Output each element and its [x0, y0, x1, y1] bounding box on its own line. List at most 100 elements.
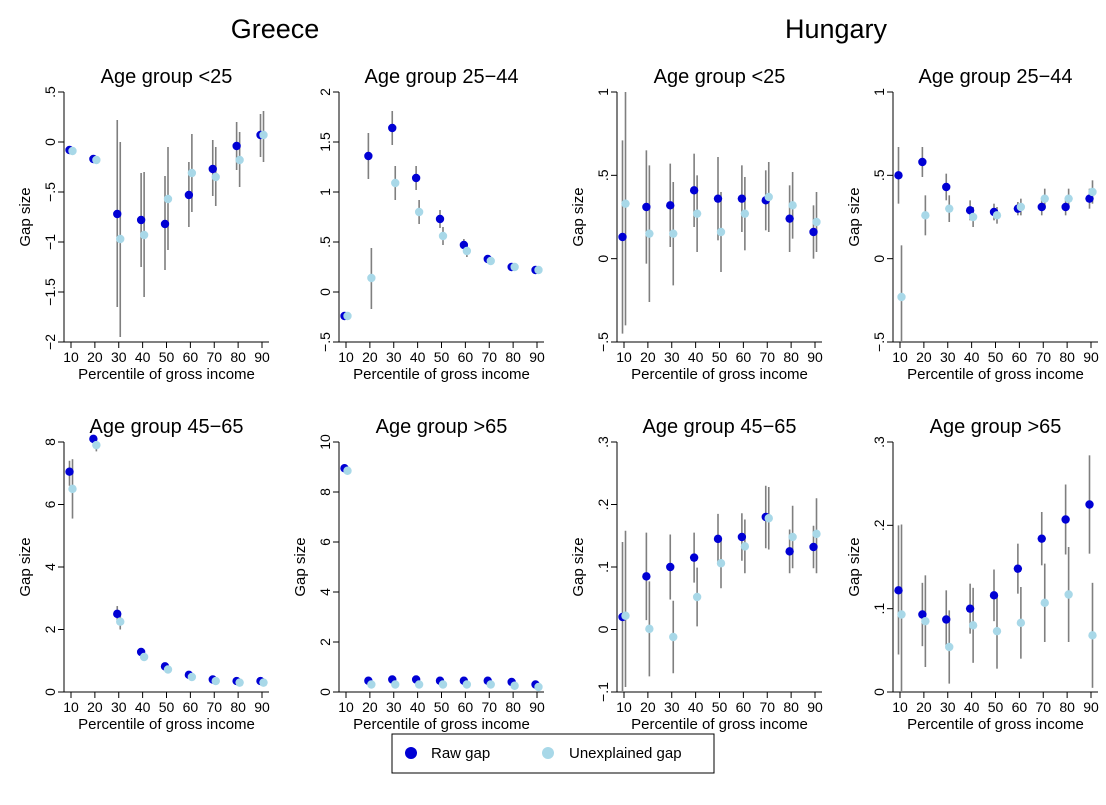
x-tick-label: 50 — [712, 699, 728, 715]
x-tick-label: 60 — [458, 349, 474, 365]
panel-4: Age group 45−65 0 2 4 6 8 Gap size 10 20 30 40 50 60… — [17, 416, 270, 733]
point-unexplained — [92, 440, 101, 450]
panel-2: Age group <25 −.5 0 .5 1 Gap size 10 20 30 40 50 60… — [570, 66, 823, 383]
point-raw — [1037, 534, 1046, 543]
point-raw — [918, 157, 927, 167]
point-unexplained — [68, 146, 77, 156]
x-tick-label: 40 — [964, 349, 980, 365]
point-unexplained — [68, 484, 77, 494]
x-tick-label: 20 — [640, 699, 656, 715]
x-tick-label: 40 — [410, 349, 426, 365]
point-unexplained — [921, 211, 930, 220]
point-unexplained — [764, 192, 773, 202]
point-raw — [435, 214, 445, 224]
y-tick-label: 4 — [42, 563, 58, 571]
y-axis-label: Gap size — [17, 537, 34, 596]
x-tick-label: 30 — [386, 699, 402, 715]
x-tick-label: 20 — [916, 349, 932, 365]
point-unexplained — [438, 680, 448, 689]
point-unexplained — [343, 311, 352, 321]
point-raw — [184, 190, 194, 200]
x-tick-label: 70 — [759, 349, 775, 365]
point-unexplained — [367, 273, 376, 283]
x-tick-label: 10 — [63, 699, 79, 715]
x-tick-label: 80 — [505, 699, 521, 715]
x-axis-label: Percentile of gross income — [631, 366, 808, 383]
point-raw — [1085, 194, 1094, 203]
x-tick-label: 90 — [807, 349, 823, 365]
point-raw — [785, 214, 794, 223]
x-tick-label: 10 — [892, 699, 908, 715]
y-tick-label: 1 — [871, 88, 887, 96]
x-axis-label: Percentile of gross income — [78, 366, 255, 383]
panel-title: Age group 25−44 — [918, 66, 1072, 88]
x-tick-label: 20 — [87, 349, 103, 365]
panel-title: Age group 45−65 — [642, 416, 796, 438]
y-tick-label: 2 — [42, 625, 58, 633]
panel-7: Age group >65 0 .1 .2 .3 Gap size 10 20 30 40 50 60… — [846, 416, 1099, 733]
point-unexplained — [1016, 618, 1026, 628]
x-tick-label: 30 — [111, 349, 127, 365]
legend-marker-raw — [405, 747, 417, 759]
y-tick-label: 0 — [42, 688, 58, 696]
point-unexplained — [486, 256, 495, 266]
y-tick-label: −1 — [42, 234, 58, 250]
x-tick-label: 20 — [362, 349, 378, 365]
y-tick-label: .2 — [871, 519, 887, 531]
point-unexplained — [1016, 202, 1026, 212]
x-tick-label: 30 — [940, 349, 956, 365]
point-raw — [713, 194, 723, 203]
point-raw — [89, 434, 98, 444]
x-tick-label: 60 — [458, 699, 474, 715]
point-unexplained — [945, 642, 954, 652]
y-axis-label: Gap size — [846, 537, 863, 596]
y-tick-label: −.5 — [595, 332, 611, 352]
y-tick-label: 1 — [595, 88, 611, 96]
y-tick-label: .3 — [871, 436, 887, 448]
point-unexplained — [740, 542, 750, 551]
x-tick-label: 80 — [783, 349, 799, 365]
point-unexplained — [992, 626, 1002, 636]
country-title-greece: Greece — [231, 14, 320, 44]
y-tick-label: 0 — [871, 255, 887, 263]
y-tick-label: 8 — [317, 488, 333, 496]
point-raw — [918, 610, 927, 619]
point-unexplained — [669, 632, 678, 642]
point-unexplained — [462, 680, 472, 689]
point-unexplained — [897, 292, 906, 302]
y-axis-label: Gap size — [570, 187, 587, 246]
x-tick-label: 50 — [159, 349, 175, 365]
point-unexplained — [235, 678, 244, 687]
y-tick-label: 1.5 — [317, 132, 333, 152]
x-tick-label: 60 — [736, 699, 752, 715]
y-tick-label: .3 — [595, 436, 611, 448]
x-tick-label: 50 — [712, 349, 728, 365]
point-unexplained — [968, 621, 978, 630]
y-tick-label: .5 — [871, 169, 887, 181]
y-tick-label: 4 — [317, 588, 333, 596]
x-tick-label: 20 — [640, 349, 656, 365]
x-axis-label: Percentile of gross income — [78, 716, 255, 733]
x-tick-label: 40 — [410, 699, 426, 715]
panel-3: Age group 25−44 −.5 0 .5 1 Gap size 10 20 30 40 50… — [846, 66, 1099, 383]
panel-6: Age group 45−65 −.1 0 .1 .2 .3 Gap size 10 20 30 4… — [570, 416, 823, 733]
panel-title: Age group <25 — [654, 66, 786, 88]
x-tick-label: 90 — [1083, 699, 1099, 715]
point-unexplained — [259, 678, 268, 687]
x-tick-label: 10 — [338, 349, 354, 365]
point-unexplained — [367, 680, 376, 689]
point-unexplained — [645, 624, 654, 634]
y-tick-label: −1.5 — [42, 278, 58, 306]
y-tick-label: .1 — [595, 561, 611, 573]
x-tick-label: 80 — [1059, 699, 1075, 715]
x-tick-label: 60 — [736, 349, 752, 365]
point-unexplained — [812, 529, 821, 539]
point-unexplained — [211, 676, 220, 686]
point-raw — [642, 572, 651, 581]
x-tick-label: 70 — [1035, 349, 1051, 365]
point-unexplained — [163, 665, 173, 674]
y-tick-label: 0 — [317, 688, 333, 696]
point-unexplained — [1088, 631, 1097, 640]
x-tick-label: 90 — [807, 699, 823, 715]
x-tick-label: 60 — [1012, 699, 1028, 715]
